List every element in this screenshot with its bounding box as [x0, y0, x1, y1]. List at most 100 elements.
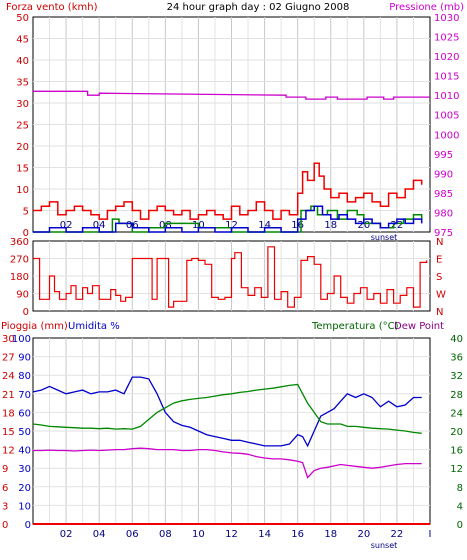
- humidity-y-tick-label: 50: [18, 427, 31, 438]
- humidity-y-tick-label: 70: [18, 390, 31, 401]
- humidity-y-axis-ticks: 0 10 20 30 40 50 60 70 80 90 100: [12, 334, 31, 531]
- x-tick-label: 22: [391, 529, 404, 540]
- x-tick-label: 16: [291, 529, 304, 540]
- humidity-y-tick-label: 30: [18, 464, 31, 475]
- compass-y-tick-label: N: [436, 237, 443, 248]
- temperature-y-tick-label: 28: [450, 390, 463, 401]
- wind-y-tick-label: 30: [16, 99, 29, 110]
- x-tick-label: 04: [93, 529, 106, 540]
- temperature-y-tick-label: 4: [457, 501, 463, 512]
- series-line-pressione-mb-: [33, 90, 430, 100]
- temperature-y-tick-label: 36: [450, 353, 463, 364]
- pressure-y-tick-label: 1015: [434, 72, 459, 83]
- climate-x-axis-ticks: 02 04 06 08 10 12 14 16 18 20 22 I: [60, 529, 432, 540]
- climate-panel: Pioggia (mm) Umidita % Temperatura (°C) …: [1, 321, 463, 550]
- rain-y-tick-label: 15: [2, 427, 15, 438]
- pressure-y-tick-label: 995: [434, 150, 453, 161]
- series-line-vento-medio: [33, 205, 423, 233]
- chart-title: 24 hour graph day : 02 Giugno 2008: [167, 2, 350, 13]
- series-line-wind-direction: [33, 246, 428, 308]
- temperature-y-tick-label: 8: [457, 483, 463, 494]
- compass-y-tick-label: S: [436, 272, 442, 283]
- x-tick-label: 02: [60, 529, 73, 540]
- humidity-y-tick-label: 0: [25, 520, 31, 531]
- wind-y-tick-label: 0: [23, 228, 29, 239]
- x-tick-label: 18: [324, 220, 337, 231]
- wind-direction-series: [33, 246, 428, 308]
- series-line-temperatura-c: [32, 383, 422, 434]
- wind-y-tick-label: 40: [16, 56, 29, 67]
- wind-y-tick-label: 20: [16, 142, 29, 153]
- pressure-y-tick-label: 1000: [434, 130, 459, 141]
- rain-y-tick-label: 12: [2, 446, 15, 457]
- wind-y-tick-label: 10: [16, 185, 29, 196]
- direction-y-tick-label: 360: [10, 237, 29, 248]
- pressure-y-axis-ticks: 975 980 985 990 995 1000 1005 1010 1015 1020 1025 1…: [434, 13, 459, 239]
- rain-y-tick-label: 3: [2, 501, 8, 512]
- x-tick-label: 10: [192, 529, 205, 540]
- sunset-label-bottom: sunset: [371, 541, 398, 550]
- direction-y-tick-label: 90: [16, 290, 29, 301]
- x-tick-label: I: [429, 220, 432, 231]
- rain-y-tick-label: 21: [2, 390, 15, 401]
- series-line-umidita: [32, 376, 422, 448]
- temperature-y-tick-label: 32: [450, 371, 463, 382]
- x-tick-label: 02: [60, 220, 73, 231]
- humidity-y-tick-label: 100: [12, 334, 31, 345]
- x-tick-label: 12: [225, 529, 238, 540]
- rain-y-tick-label: 24: [2, 371, 15, 382]
- x-tick-label: I: [429, 529, 432, 540]
- humidity-y-tick-label: 80: [18, 371, 31, 382]
- dew-point-axis-label: Dew Point: [394, 321, 444, 332]
- temperature-axis-label: Temperatura (°C): [311, 321, 399, 332]
- x-tick-label: 18: [324, 529, 337, 540]
- x-tick-label: 04: [93, 220, 106, 231]
- x-tick-label: 14: [258, 529, 271, 540]
- pressure-y-tick-label: 1025: [434, 33, 459, 44]
- pressure-y-tick-label: 980: [434, 208, 453, 219]
- humidity-y-tick-label: 60: [18, 408, 31, 419]
- temperature-y-tick-label: 16: [450, 446, 463, 457]
- x-tick-label: 14: [258, 220, 271, 231]
- rain-y-tick-label: 9: [2, 464, 8, 475]
- x-tick-label: 06: [126, 529, 139, 540]
- pressure-y-tick-label: 990: [434, 169, 453, 180]
- wind-y-axis-ticks: 0 5 10 15 20 25 30 35 40 45 50: [16, 13, 29, 239]
- rain-axis-label: Pioggia (mm): [1, 321, 68, 332]
- wind-pressure-grid: [33, 17, 430, 232]
- sunset-label-top: sunset: [371, 233, 398, 242]
- pressure-axis-label: Pressione (mb): [389, 2, 464, 13]
- wind-direction-y-axis-ticks: 0 90 180 270 360: [10, 237, 29, 318]
- x-tick-label: 12: [225, 220, 238, 231]
- rain-y-axis-ticks: 0 3 6 9 12 15 18 21 24 27 30: [2, 334, 15, 531]
- series-line-forza-vento-kmh-: [33, 162, 423, 220]
- pressure-y-tick-label: 1005: [434, 111, 459, 122]
- humidity-y-tick-label: 10: [18, 501, 31, 512]
- rain-y-tick-label: 6: [2, 483, 8, 494]
- wind-pressure-panel: Forza vento (kmh) 24 hour graph day : 02…: [6, 2, 464, 242]
- compass-y-tick-label: N: [436, 307, 443, 318]
- temperature-y-tick-label: 24: [450, 408, 463, 419]
- rain-y-tick-label: 27: [2, 353, 15, 364]
- rain-y-tick-label: 0: [2, 520, 8, 531]
- rain-y-tick-label: 18: [2, 408, 15, 419]
- compass-y-tick-label: W: [436, 290, 446, 301]
- wind-y-tick-label: 50: [16, 13, 29, 24]
- pressure-y-tick-label: 1030: [434, 13, 459, 24]
- humidity-y-tick-label: 90: [18, 353, 31, 364]
- direction-y-tick-label: 0: [23, 307, 29, 318]
- humidity-axis-label: Umidita %: [68, 321, 120, 332]
- temperature-y-tick-label: 0: [457, 520, 463, 531]
- wind-y-tick-label: 45: [16, 35, 29, 46]
- wind-y-tick-label: 25: [16, 121, 29, 132]
- pressure-y-tick-label: 985: [434, 189, 453, 200]
- compass-y-tick-label: E: [436, 255, 442, 266]
- temperature-y-axis-ticks: 0 4 8 12 16 20 24 28 32 36 40: [450, 334, 463, 531]
- x-tick-label: 20: [357, 220, 370, 231]
- x-tick-label: 20: [357, 529, 370, 540]
- direction-y-tick-label: 270: [10, 255, 29, 266]
- series-line-dew-point: [33, 447, 422, 479]
- wind-y-tick-label: 15: [16, 164, 29, 175]
